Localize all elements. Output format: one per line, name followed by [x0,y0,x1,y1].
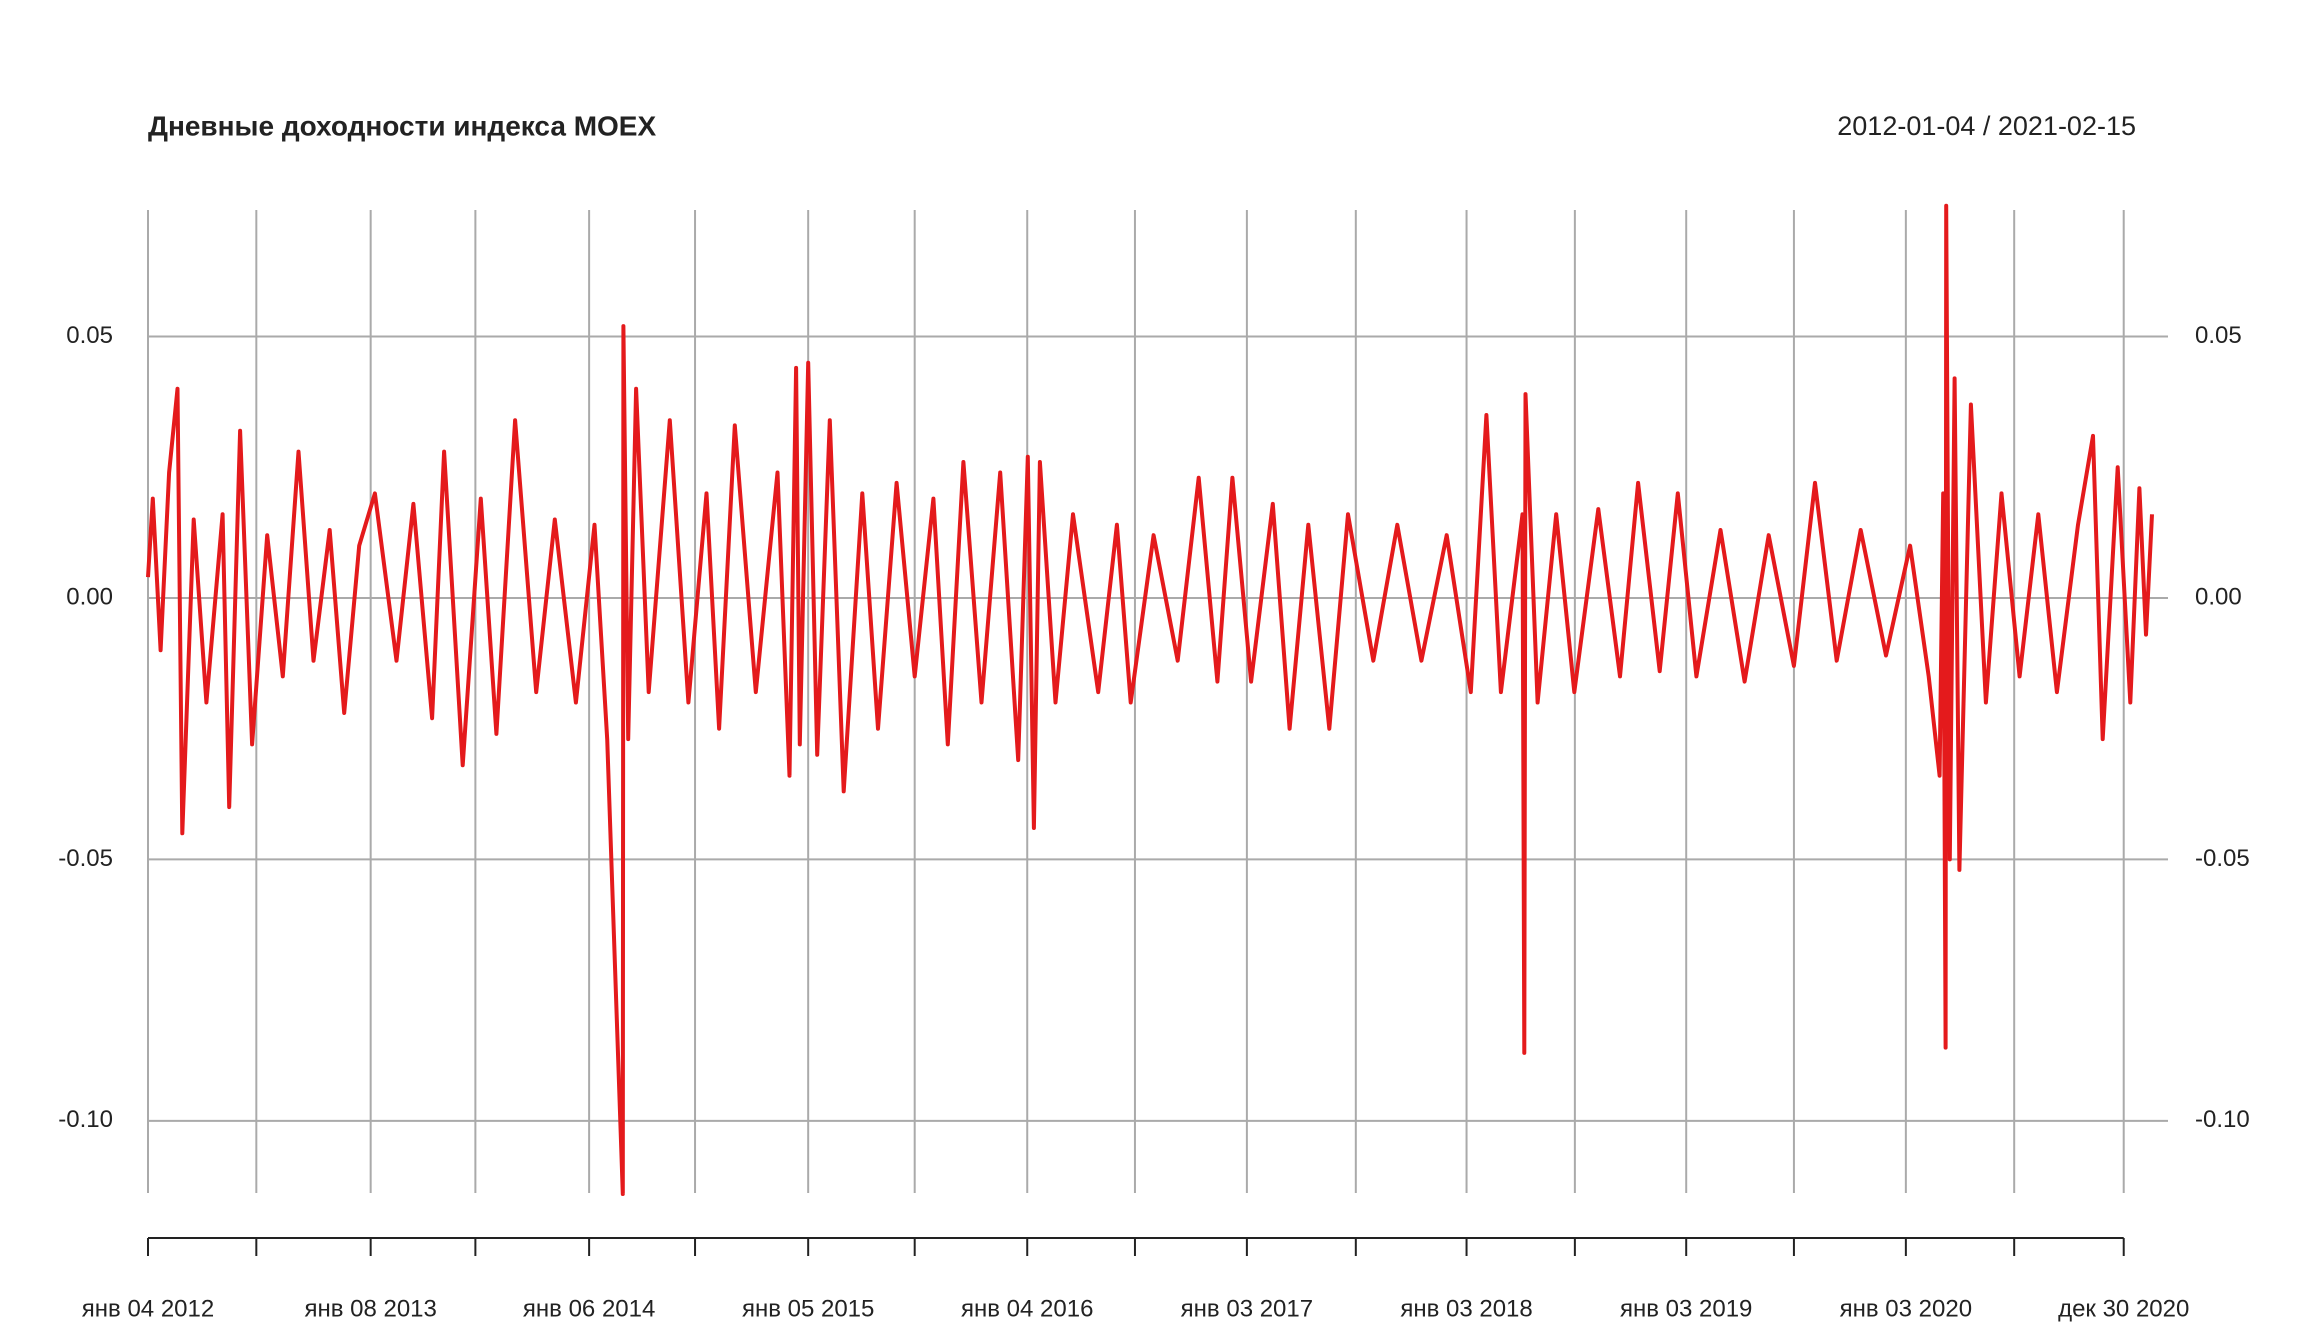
x-tick-label: янв 05 2015 [742,1295,874,1322]
x-tick-label: янв 04 2012 [82,1295,214,1322]
x-tick-label: янв 04 2016 [961,1295,1093,1322]
y-tick-label: 0.05 [66,322,113,349]
y-tick-label-right: -0.05 [2195,845,2250,872]
y-tick-label: -0.05 [58,845,113,872]
chart-title: Дневные доходности индекса MOEX [148,110,656,141]
x-tick-label: янв 03 2018 [1400,1295,1532,1322]
y-tick-label-right: 0.00 [2195,583,2242,610]
x-tick-label: янв 03 2017 [1181,1295,1313,1322]
x-tick-label: янв 06 2014 [523,1295,655,1322]
x-tick-label: янв 03 2020 [1840,1295,1972,1322]
x-tick-label: дек 30 2020 [2058,1295,2189,1322]
x-tick-label: янв 08 2013 [304,1295,436,1322]
series-line [146,203,2154,1196]
chart-subtitle: 2012-01-04 / 2021-02-15 [1837,111,2136,141]
y-tick-label-right: -0.10 [2195,1106,2250,1133]
x-tick-label: янв 03 2019 [1620,1295,1752,1322]
y-tick-label: -0.10 [58,1106,113,1133]
y-tick-label-right: 0.05 [2195,322,2242,349]
y-tick-label: 0.00 [66,583,113,610]
